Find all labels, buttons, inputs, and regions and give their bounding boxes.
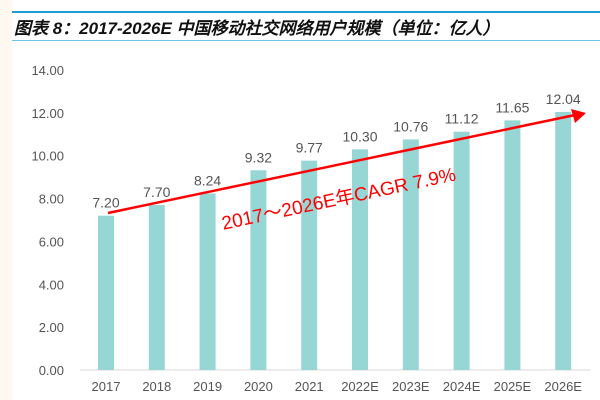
data-label: 9.77: [296, 140, 323, 156]
y-tick-label: 14.00: [31, 63, 64, 78]
x-tick-label: 2022E: [341, 379, 379, 394]
x-tick-label: 2026E: [544, 379, 582, 394]
x-tick-label: 2019: [193, 379, 222, 394]
y-tick-label: 4.00: [39, 277, 64, 292]
x-tick-label: 2017: [92, 379, 121, 394]
data-label: 7.20: [92, 195, 119, 211]
cagr-arrowhead: [571, 109, 586, 123]
data-label: 10.76: [393, 118, 428, 134]
x-tick-label: 2024E: [443, 379, 481, 394]
bar: [555, 112, 572, 370]
title-bottom-rule: [12, 40, 600, 41]
data-label: 7.70: [143, 184, 170, 200]
x-tick-label: 2020: [244, 379, 273, 394]
bar: [250, 170, 267, 370]
bar: [453, 131, 470, 370]
data-label: 10.30: [342, 128, 377, 144]
bar: [352, 149, 368, 370]
bar: [148, 205, 165, 370]
chart-title: 图表 8：2017-2026E 中国移动社交网络用户规模（单位：亿人）: [14, 19, 500, 38]
bar: [301, 160, 318, 370]
x-tick-label: 2018: [142, 379, 171, 394]
y-tick-label: 12.00: [31, 106, 64, 121]
x-tick-label: 2021: [295, 379, 324, 394]
bar: [402, 139, 419, 370]
y-tick-label: 10.00: [31, 149, 64, 164]
x-tick-label: 2023E: [392, 379, 430, 394]
bar: [504, 120, 521, 370]
y-tick-label: 6.00: [39, 234, 64, 249]
x-tick-label: 2025E: [494, 379, 532, 394]
cagr-arrow-line: [107, 113, 576, 215]
data-label: 11.12: [445, 111, 479, 127]
data-label: 12.04: [546, 91, 581, 107]
y-tick-label: 0.00: [39, 363, 64, 378]
data-label: 9.32: [245, 149, 272, 165]
title-top-rule: [12, 11, 600, 13]
y-tick-label: 2.00: [39, 320, 64, 335]
y-tick-label: 8.00: [39, 192, 64, 207]
bar: [98, 215, 114, 370]
data-label: 11.65: [495, 99, 529, 115]
data-label: 8.24: [194, 172, 221, 188]
bar: [199, 193, 216, 370]
